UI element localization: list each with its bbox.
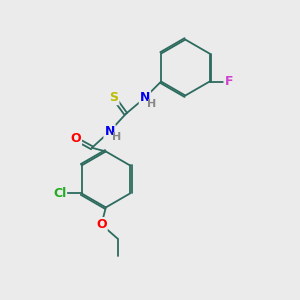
Text: S: S xyxy=(110,91,118,104)
Text: F: F xyxy=(224,75,233,88)
Text: N: N xyxy=(104,125,115,138)
Text: H: H xyxy=(147,99,156,109)
Text: H: H xyxy=(112,133,122,142)
Text: Cl: Cl xyxy=(53,187,66,200)
Text: N: N xyxy=(140,91,150,104)
Text: O: O xyxy=(70,133,81,146)
Text: O: O xyxy=(96,218,107,231)
